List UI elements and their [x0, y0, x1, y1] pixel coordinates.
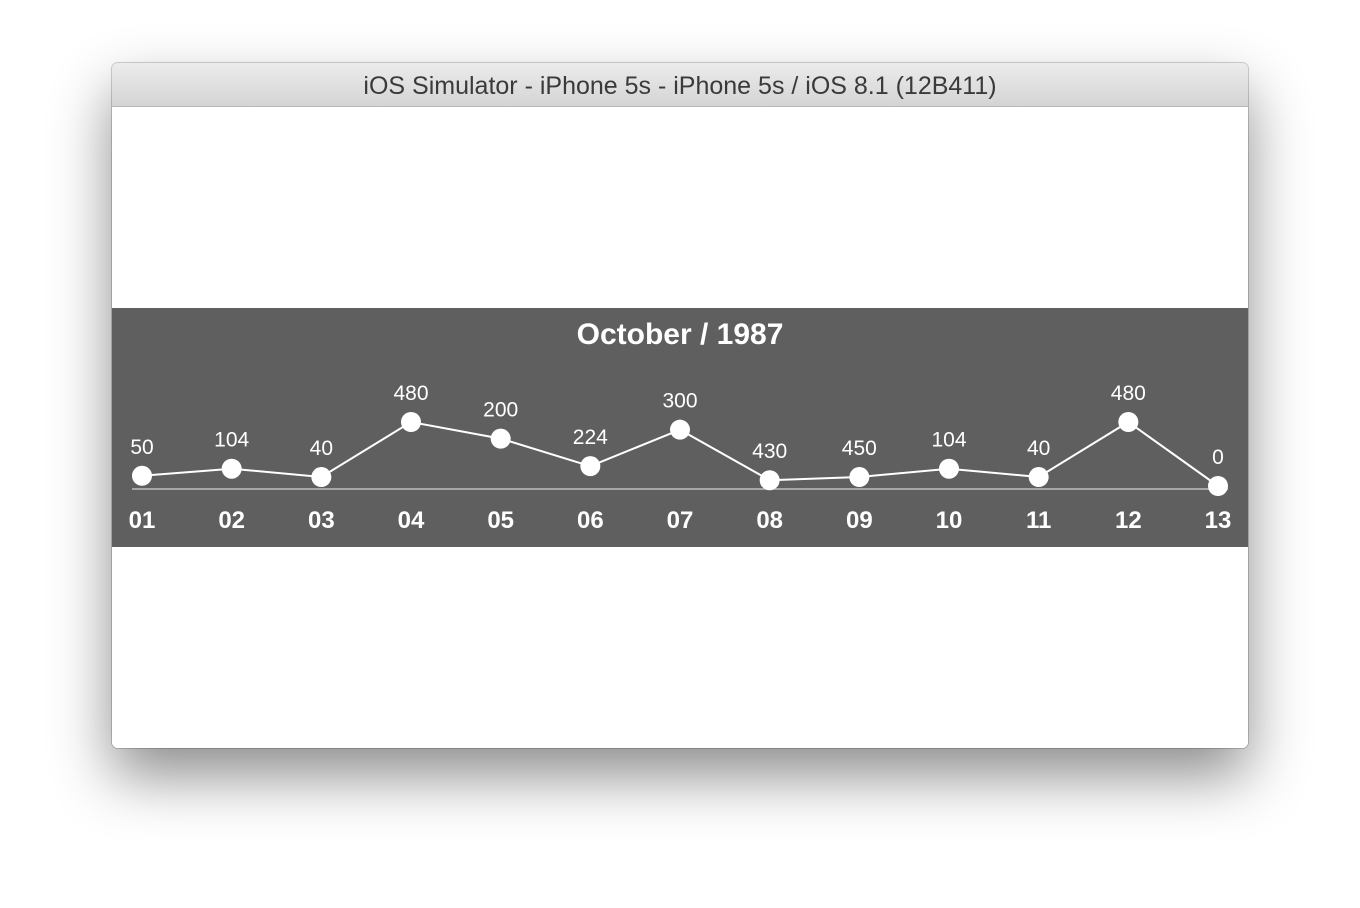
data-label: 40	[1027, 437, 1050, 460]
x-tick-label: 06	[577, 507, 604, 534]
line-chart: 50 01 104 02 40 03 480 04 200 05 224 06 300 07 430 08 45…	[129, 382, 1232, 534]
data-label: 104	[931, 429, 966, 452]
data-label: 480	[1111, 382, 1146, 405]
data-label: 300	[662, 390, 697, 413]
data-point	[849, 467, 870, 488]
chart-panel: October / 1987 50 01 104 02 40 03 480 04 200 05 22…	[112, 308, 1248, 547]
data-label: 480	[393, 382, 428, 405]
data-point	[311, 467, 332, 488]
data-point	[1028, 467, 1049, 488]
x-tick-label: 07	[667, 507, 694, 534]
simulator-window: iOS Simulator - iPhone 5s - iPhone 5s / …	[112, 63, 1248, 748]
data-point	[580, 456, 601, 477]
data-label: 104	[214, 429, 249, 452]
x-tick-label: 09	[846, 507, 873, 534]
data-point	[1208, 476, 1228, 496]
data-label: 50	[130, 436, 153, 459]
data-point	[221, 458, 242, 479]
data-point	[1118, 412, 1139, 432]
window-titlebar[interactable]: iOS Simulator - iPhone 5s - iPhone 5s / …	[112, 63, 1248, 107]
device-screen[interactable]: October / 1987 50 01 104 02 40 03 480 04 200 05 22…	[112, 107, 1248, 748]
x-tick-label: 12	[1115, 507, 1142, 534]
chart-title: October / 1987	[576, 318, 784, 351]
x-tick-label: 02	[218, 507, 245, 534]
data-point	[939, 458, 959, 479]
data-point	[132, 465, 152, 486]
data-label: 0	[1212, 446, 1224, 469]
x-tick-label: 13	[1205, 507, 1232, 534]
window-title: iOS Simulator - iPhone 5s - iPhone 5s / …	[363, 72, 997, 100]
data-label: 200	[483, 399, 518, 422]
x-tick-label: 04	[398, 507, 425, 534]
x-tick-label: 11	[1026, 507, 1051, 534]
x-tick-label: 03	[308, 507, 335, 534]
x-tick-label: 01	[129, 507, 156, 534]
data-point	[401, 412, 421, 432]
data-label: 224	[573, 426, 608, 449]
x-tick-label: 05	[487, 507, 514, 534]
data-point	[670, 419, 690, 440]
data-point	[759, 470, 780, 491]
data-point	[490, 428, 511, 449]
data-label: 430	[752, 440, 787, 463]
x-tick-label: 10	[936, 507, 963, 534]
data-label: 40	[310, 437, 333, 460]
x-tick-label: 08	[756, 507, 783, 534]
data-label: 450	[842, 437, 877, 460]
